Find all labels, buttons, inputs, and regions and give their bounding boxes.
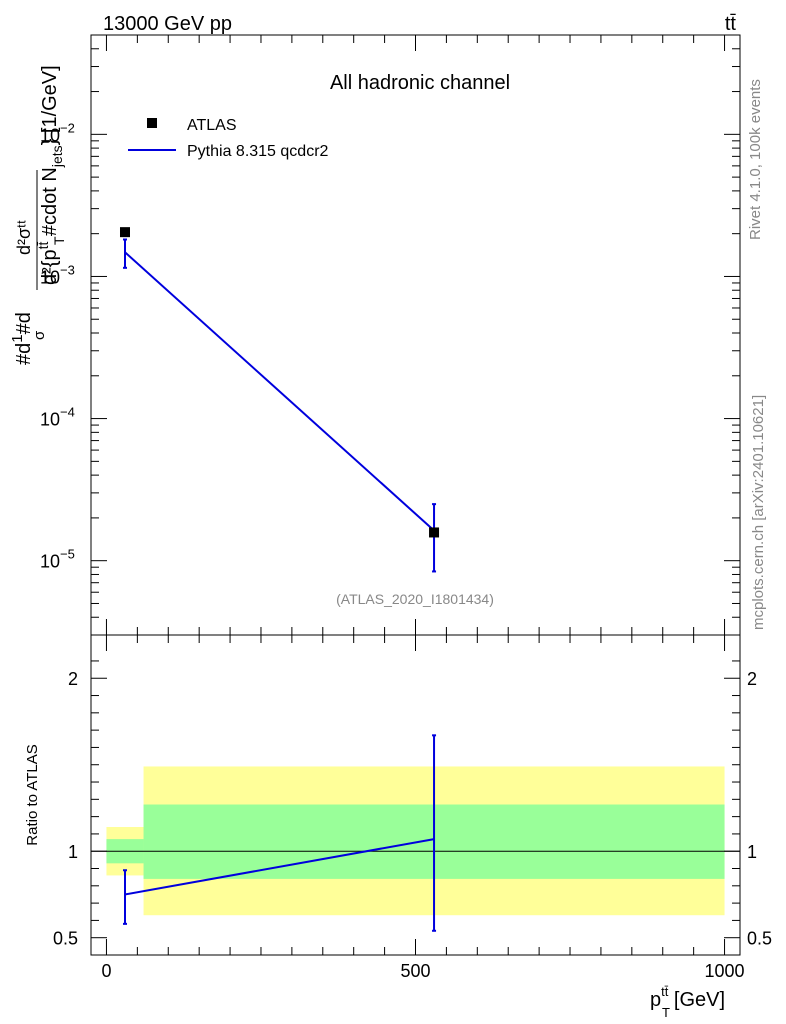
x-tick-label-1: 500 [400,961,430,981]
ylabel-frac-top: 1 [9,334,26,342]
ratio-y-label-right-0: 0.5 [747,929,772,949]
svg-text:d²{ptt̄ #cdot Njets} [1/GeV]: d²{ptt̄ #cdot Njets} [1/GeV] [35,65,65,285]
y-tick-label-0: 10−5 [40,547,75,572]
ylabel-bigfrac-top: d²σᵗᵗ [14,220,34,255]
ylabel-pt-sup: tt̄ [35,242,51,250]
xlabel-main: p [650,989,661,1011]
ratio-pythia-line [124,838,435,896]
process-label: tt̄ [725,13,737,35]
chart-title: All hadronic channel [330,72,510,94]
atlas-point [429,527,440,538]
legend-pythia-label: Pythia 8.315 qcdcr2 [187,143,329,160]
x-axis-title: ptt̄ [GeV] [650,984,725,1011]
ylabel-pt-sub: T [51,236,67,245]
ylabel-suffix: } [1/GeV] [39,65,61,145]
xlabel-sup: tt̄ [661,984,669,999]
ylabel-frac-bottom: σ [31,330,48,340]
ratio-y-label-left-2: 2 [68,669,78,689]
rivet-label: Rivet 4.1.0, 100k events [747,79,764,240]
ylabel-cdot: #cdot N [39,167,61,241]
ratio-panel: Ratio to ATLAS ptt̄ [GeV] T 0.5 0.5 1 1 2 2 0 5… [24,634,772,1020]
legend-atlas-label: ATLAS [187,117,237,134]
ratio-y-label-right-2: 2 [747,669,757,689]
source-label: mcplots.cern.ch [arXiv:2401.10621] [750,395,767,630]
ylabel-jets-sub: jets [49,145,65,168]
y-tick-label-3: 10−2 [40,120,75,145]
y-tick-label-1: 10−4 [40,405,75,430]
y-tick-label-2: 10−3 [40,262,75,287]
x-tick-label-0: 0 [101,961,111,981]
svg-text:#d1#d: #d1#d [9,312,35,365]
x-tick-label-2: 1000 [705,961,745,981]
ratio-ylabel: Ratio to ATLAS [24,744,41,845]
main-panel: All hadronic channel (ATLAS_2020_I180143… [9,34,741,636]
ylabel-prefix: #d [13,343,35,365]
legend-atlas-marker [147,118,157,128]
xlabel-unit: [GeV] [668,989,725,1011]
ratio-y-label-left-0: 0.5 [53,929,78,949]
ratio-y-label-left-1: 1 [68,842,78,862]
xlabel-sub: T [662,1005,670,1020]
pythia-line [124,251,435,532]
ylabel-bigfrac-bottom: d²{p [39,249,61,285]
ylabel-mid: #d [13,312,35,334]
atlas-point [119,227,130,238]
y-axis-title: #d1#d σ d²σᵗᵗ d²{ptt̄ #cdot Njets} [1/Ge… [9,65,67,365]
analysis-tag: (ATLAS_2020_I1801434) [336,591,494,607]
ratio-y-label-right-1: 1 [747,842,757,862]
energy-label: 13000 GeV pp [103,13,232,35]
